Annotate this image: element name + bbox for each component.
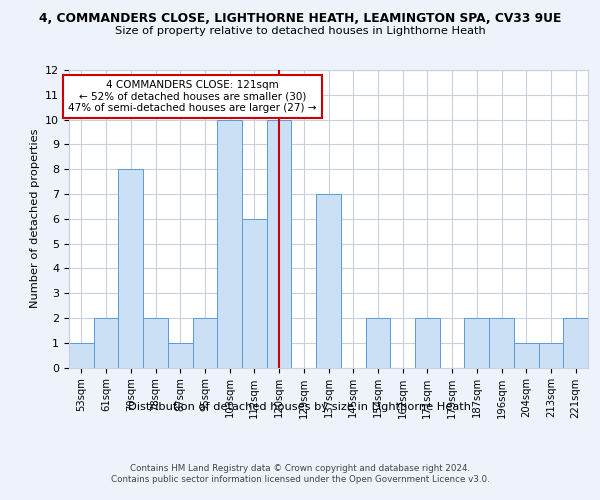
- Bar: [316, 194, 341, 368]
- Bar: [242, 219, 267, 368]
- Y-axis label: Number of detached properties: Number of detached properties: [29, 129, 40, 308]
- Bar: [69, 342, 94, 367]
- Bar: [267, 120, 292, 368]
- Bar: [143, 318, 168, 368]
- Text: Distribution of detached houses by size in Lighthorne Heath: Distribution of detached houses by size …: [128, 402, 472, 412]
- Bar: [563, 318, 588, 368]
- Text: Contains HM Land Registry data © Crown copyright and database right 2024.: Contains HM Land Registry data © Crown c…: [130, 464, 470, 473]
- Bar: [193, 318, 217, 368]
- Bar: [94, 318, 118, 368]
- Bar: [489, 318, 514, 368]
- Bar: [514, 342, 539, 367]
- Text: 4 COMMANDERS CLOSE: 121sqm
← 52% of detached houses are smaller (30)
47% of semi: 4 COMMANDERS CLOSE: 121sqm ← 52% of deta…: [68, 80, 317, 113]
- Text: Contains public sector information licensed under the Open Government Licence v3: Contains public sector information licen…: [110, 475, 490, 484]
- Text: Size of property relative to detached houses in Lighthorne Heath: Size of property relative to detached ho…: [115, 26, 485, 36]
- Bar: [217, 120, 242, 368]
- Bar: [464, 318, 489, 368]
- Text: 4, COMMANDERS CLOSE, LIGHTHORNE HEATH, LEAMINGTON SPA, CV33 9UE: 4, COMMANDERS CLOSE, LIGHTHORNE HEATH, L…: [39, 12, 561, 26]
- Bar: [365, 318, 390, 368]
- Bar: [539, 342, 563, 367]
- Bar: [118, 169, 143, 368]
- Bar: [415, 318, 440, 368]
- Bar: [168, 342, 193, 367]
